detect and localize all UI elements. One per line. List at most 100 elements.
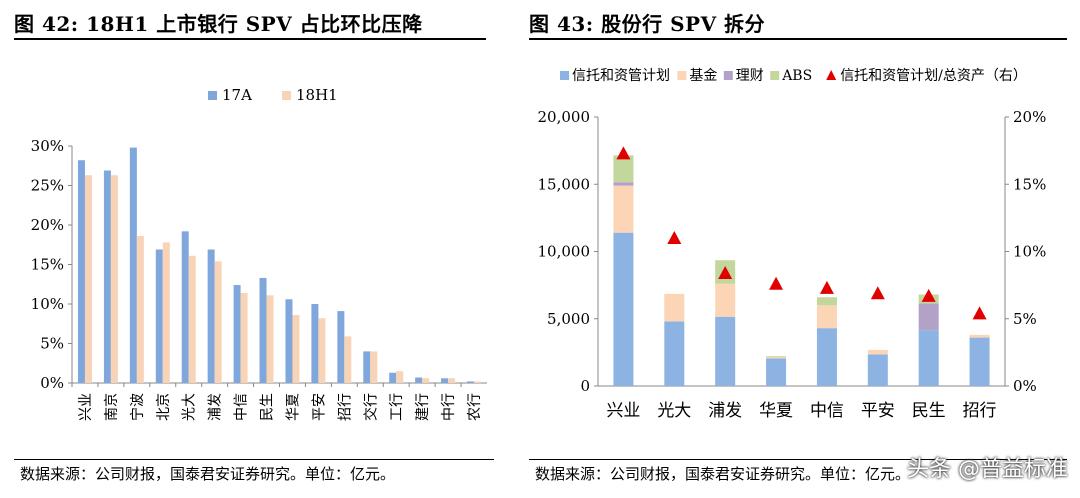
right-chart-source: 数据来源：公司财报，国泰君安证券研究。单位：亿元。	[535, 465, 911, 483]
bar-17A-光大	[181, 231, 189, 383]
x-category-label: 民生	[912, 401, 946, 421]
legend-swatch-基金	[677, 71, 687, 80]
left-chart-source: 数据来源：公司财报，国泰君安证券研究。单位：亿元。	[20, 465, 396, 483]
x-category-label: 交行	[362, 393, 379, 421]
legend-label-17A: 17A	[222, 86, 252, 104]
bar-18H1-浦发	[214, 261, 222, 383]
bar-17A-华夏	[285, 299, 293, 383]
bar-18H1-建行	[422, 378, 430, 383]
x-category-label: 兴业	[78, 393, 94, 421]
legend-label-信托和资管计划: 信托和资管计划	[572, 68, 670, 84]
bar-segment-信托和资管计划-光大	[664, 321, 685, 386]
legend-label-18H1: 18H1	[296, 86, 338, 104]
bar-17A-招行	[337, 311, 345, 383]
y-tick-label: 20%	[31, 216, 64, 234]
y-tick-label: 20,000	[538, 108, 591, 126]
x-category-label: 宁波	[129, 393, 146, 421]
bar-18H1-兴业	[84, 175, 92, 383]
x-category-label: 兴业	[606, 401, 640, 421]
bar-segment-信托和资管计划-浦发	[715, 316, 736, 386]
x-category-label: 北京	[156, 393, 172, 421]
bar-17A-宁波	[129, 147, 137, 383]
y-tick-label: 15,000	[538, 175, 591, 193]
bar-segment-基金-兴业	[613, 185, 634, 233]
y-tick-label: 10,000	[538, 243, 591, 261]
x-category-label: 民生	[260, 393, 276, 421]
ratio-marker-华夏	[769, 276, 784, 290]
watermark-text: 头条 @普益标准	[907, 457, 1068, 482]
ratio-marker-中信	[819, 280, 834, 294]
bar-segment-基金-中信	[816, 305, 837, 329]
bar-17A-兴业	[77, 160, 85, 383]
bar-18H1-农行	[474, 381, 482, 383]
right-chart-title: 图 43: 股份行 SPV 拆分	[529, 12, 766, 36]
y2-tick-label: 5%	[1013, 310, 1037, 328]
bar-18H1-华夏	[292, 315, 300, 383]
bar-17A-农行	[467, 381, 475, 383]
x-category-label: 平安	[861, 401, 895, 421]
bar-17A-中信	[233, 285, 241, 383]
bar-segment-信托和资管计划-民生	[918, 330, 939, 386]
bar-17A-中行	[441, 378, 449, 383]
y2-tick-label: 0%	[1013, 377, 1037, 395]
y-tick-label: 0	[580, 377, 590, 395]
bar-segment-信托和资管计划-中信	[816, 328, 837, 386]
legend-swatch-信托和资管计划	[560, 71, 569, 80]
bar-17A-民生	[259, 277, 267, 383]
bar-segment-基金-平安	[867, 349, 888, 355]
left-chart-title: 图 42: 18H1 上市银行 SPV 占比环比压降	[14, 12, 423, 36]
right-source-rule	[529, 459, 1067, 460]
bar-segment-基金-浦发	[715, 283, 736, 317]
x-category-label: 光大	[182, 393, 198, 421]
legend-swatch-ABS	[770, 71, 780, 80]
bar-18H1-平安	[318, 318, 326, 383]
legend-marker-ratio	[826, 70, 837, 80]
bar-segment-信托和资管计划-华夏	[766, 358, 787, 386]
ratio-marker-光大	[667, 231, 682, 245]
bar-18H1-中信	[240, 292, 248, 383]
bar-segment-ABS-华夏	[766, 356, 787, 357]
y-tick-label: 5%	[40, 335, 64, 353]
bar-segment-理财-民生	[918, 303, 939, 331]
ratio-marker-浦发	[718, 266, 733, 280]
left-bar-chart: 0% 5% 10% 15% 20% 25% 30% 兴业 南京 宁波 北京 光大 浦发 中信 民生 华夏 平安招…	[31, 86, 487, 421]
y-tick-label: 5,000	[547, 310, 590, 328]
x-category-label: 浦发	[708, 401, 742, 421]
bar-17A-建行	[415, 377, 423, 383]
x-category-label: 农行	[467, 393, 483, 421]
bar-17A-平安	[311, 304, 319, 383]
x-category-label: 华夏	[285, 393, 301, 421]
bar-18H1-民生	[266, 295, 274, 383]
bar-segment-信托和资管计划-招行	[969, 337, 990, 386]
x-category-label: 浦发	[208, 393, 224, 421]
x-category-label: 平安	[311, 393, 327, 421]
bar-17A-北京	[155, 249, 163, 383]
bar-17A-浦发	[207, 249, 215, 383]
legend-swatch-18H1	[282, 91, 291, 100]
bar-segment-信托和资管计划-兴业	[613, 232, 634, 386]
bar-18H1-南京	[110, 175, 118, 383]
y2-tick-label: 15%	[1013, 175, 1046, 193]
right-title-rule	[529, 38, 1067, 40]
x-category-label: 建行	[415, 393, 431, 421]
bar-segment-基金-招行	[969, 334, 990, 338]
ratio-marker-招行	[972, 306, 987, 320]
legend-swatch-17A	[208, 91, 217, 100]
y-tick-label: 10%	[31, 295, 64, 313]
x-category-label: 中信	[810, 401, 844, 421]
right-chart-panel: 图 43: 股份行 SPV 拆分 0 5,000 10,000 15,000 20,00…	[515, 0, 1080, 498]
left-title-rule	[14, 38, 486, 40]
bar-18H1-光大	[188, 255, 196, 383]
y-tick-label: 0%	[40, 374, 64, 392]
x-category-label: 工行	[389, 393, 405, 421]
bar-18H1-北京	[162, 242, 170, 383]
bar-18H1-中行	[448, 378, 456, 383]
bar-18H1-交行	[370, 351, 378, 383]
y-tick-label: 30%	[31, 137, 64, 155]
bar-17A-交行	[363, 351, 371, 383]
bar-segment-信托和资管计划-平安	[867, 354, 888, 386]
legend-label-ratio: 信托和资管计划/总资产（右）	[840, 68, 1027, 84]
bar-18H1-工行	[396, 371, 404, 383]
left-source-rule	[14, 459, 494, 460]
x-category-label: 中信	[234, 393, 250, 421]
